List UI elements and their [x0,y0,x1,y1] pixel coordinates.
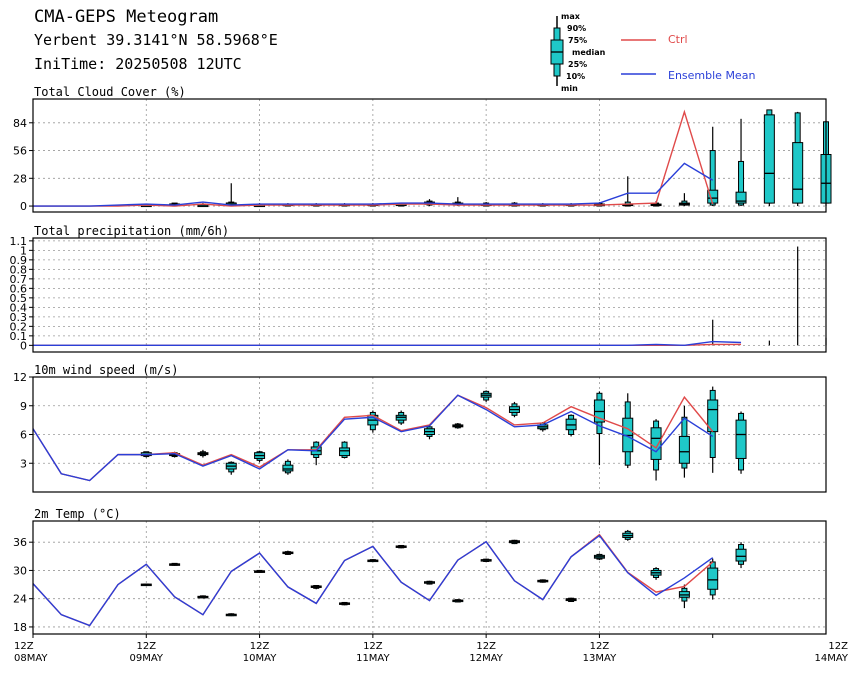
panel-frame [32,237,827,353]
panel-frame [32,376,827,493]
y-tick-label: 28 [13,172,27,185]
x-tick-date-label: 11MAY [356,653,390,664]
init-time-label: IniTime: 20250508 12UTC [34,55,242,73]
x-tick-date-label: 14MAY [814,653,848,664]
y-tick-label: 0 [20,200,27,213]
box-inner [735,191,747,204]
x-tick-date-label: 09MAY [130,653,164,664]
cloud-panel-title: Total Cloud Cover (%) [34,85,186,99]
y-tick-label: 36 [13,536,27,549]
x-tick-time-label: 12Z [590,641,610,652]
panel-frame [32,520,827,635]
legend-ctrl-label: Ctrl [668,33,688,46]
y-tick-label: 56 [13,145,27,158]
x-tick-date-label: 13MAY [583,653,617,664]
y-tick-label: 30 [13,564,27,577]
y-tick-label: 0.8 [10,263,28,276]
box-inner [735,419,747,459]
box-inner [735,548,747,562]
legend-box-median: median [572,48,606,57]
ensemble-mean-line [32,394,714,482]
box-inner [339,447,351,457]
box-inner [282,464,294,472]
box-outer [738,160,745,206]
y-tick-label: 0.4 [10,301,28,314]
y-tick-label: 0.5 [10,292,28,305]
x-tick-time-label: 12Z [363,641,383,652]
y-tick-label: 0.6 [10,282,28,295]
ensemble-mean-line [33,340,742,347]
legend-box-p25: 25% [568,60,588,69]
legend-box-min: min [561,84,578,93]
y-tick-label: 1 [20,244,27,257]
meteogram-title: CMA-GEPS Meteogram [34,7,219,27]
x-tick-time-label: 12Z [14,641,34,652]
y-tick-label: 18 [13,621,27,634]
panel-2: 3 6 9 12 [13,371,827,493]
x-tick-time-label: 12Z [250,641,270,652]
y-tick-label: 9 [20,400,27,413]
ctrl-line [33,109,714,207]
y-tick-label: 24 [13,593,27,606]
box-inner [707,567,719,590]
legend-mean-label: Ensemble Mean [668,69,756,82]
panel-3: 18 24 30 36 [13,520,827,635]
x-tick-time-label: 12Z [476,641,496,652]
x-tick-date-label: 12MAY [469,653,503,664]
y-tick-label: 0.1 [10,330,28,343]
wind-panel-title: 10m wind speed (m/s) [34,363,179,377]
y-tick-label: 0.3 [10,311,28,324]
location-label: Yerbent 39.3141°N 58.5968°E [34,31,278,49]
ensemble-mean-line [33,162,714,207]
legend-box-p75: 75% [568,36,588,45]
box-inner [763,114,775,204]
y-tick-label: 84 [13,117,27,130]
panel-frame [32,98,827,213]
legend-box-p10: 10% [566,72,586,81]
y-tick-label: 0.2 [10,320,28,333]
box-inner [792,142,804,204]
temp-panel-title: 2m Temp (°C) [34,507,121,521]
panel-0: 0 28 56 84 [13,98,832,213]
y-tick-label: 0 [20,339,27,352]
y-tick-label: 0.9 [10,254,28,267]
box-outer [709,150,716,206]
x-tick-time-label: 12Z [136,641,156,652]
panel-1: 00.10.20.30.40.50.60.70.80.911.1 [10,235,827,353]
y-tick-label: 0.7 [10,273,28,286]
x-tick-date-label: 10MAY [243,653,277,664]
y-tick-label: 3 [20,457,27,470]
box-inner [650,427,662,460]
y-tick-label: 6 [20,429,27,442]
legend-box-p90: 90% [567,24,587,33]
precip-panel-title: Total precipitation (mm/6h) [34,224,230,238]
box-inner [678,435,690,464]
legend-box-max: max [561,12,580,21]
y-tick-label: 1.1 [10,235,28,248]
x-tick-time-label: 12Z [828,641,848,652]
ensemble-mean-line [32,534,714,627]
y-tick-label: 12 [13,371,27,384]
x-tick-date-label: 08MAY [14,653,48,664]
